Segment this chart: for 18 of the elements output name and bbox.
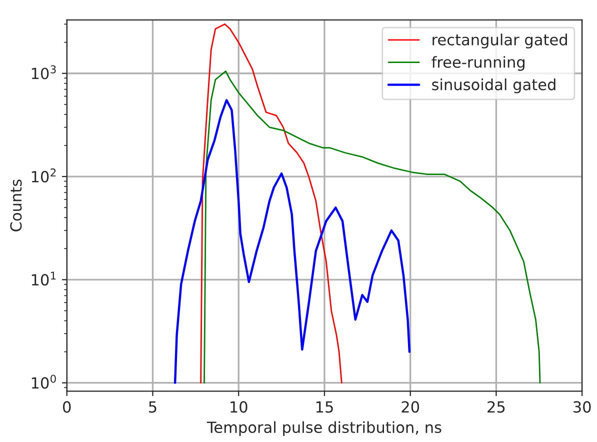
y-tick-label: 10$^{2}$ <box>32 168 56 182</box>
x-tick-label: 5 <box>149 401 156 413</box>
x-tick-label: 0 <box>63 401 71 413</box>
y-tick-label: 10$^{3}$ <box>32 65 56 80</box>
x-tick-label: 20 <box>402 401 420 413</box>
x-tick-label: 30 <box>574 401 591 413</box>
legend-label: rectangular gated <box>432 34 567 48</box>
y-axis-title: Counts <box>10 180 22 232</box>
line-series <box>174 99 411 384</box>
line-series <box>200 23 342 384</box>
x-tick-label: 25 <box>488 401 505 413</box>
legend-label: free-running <box>432 56 524 71</box>
x-tick-label: 15 <box>316 401 333 413</box>
x-tick-label: 10 <box>230 401 248 413</box>
y-tick-label: 10$^{1}$ <box>32 272 56 286</box>
legend-label: sinusoidal gated <box>432 78 556 94</box>
x-axis-title: Temporal pulse distribution, ns <box>206 421 442 436</box>
y-tick-label: 10$^{0}$ <box>32 374 56 389</box>
